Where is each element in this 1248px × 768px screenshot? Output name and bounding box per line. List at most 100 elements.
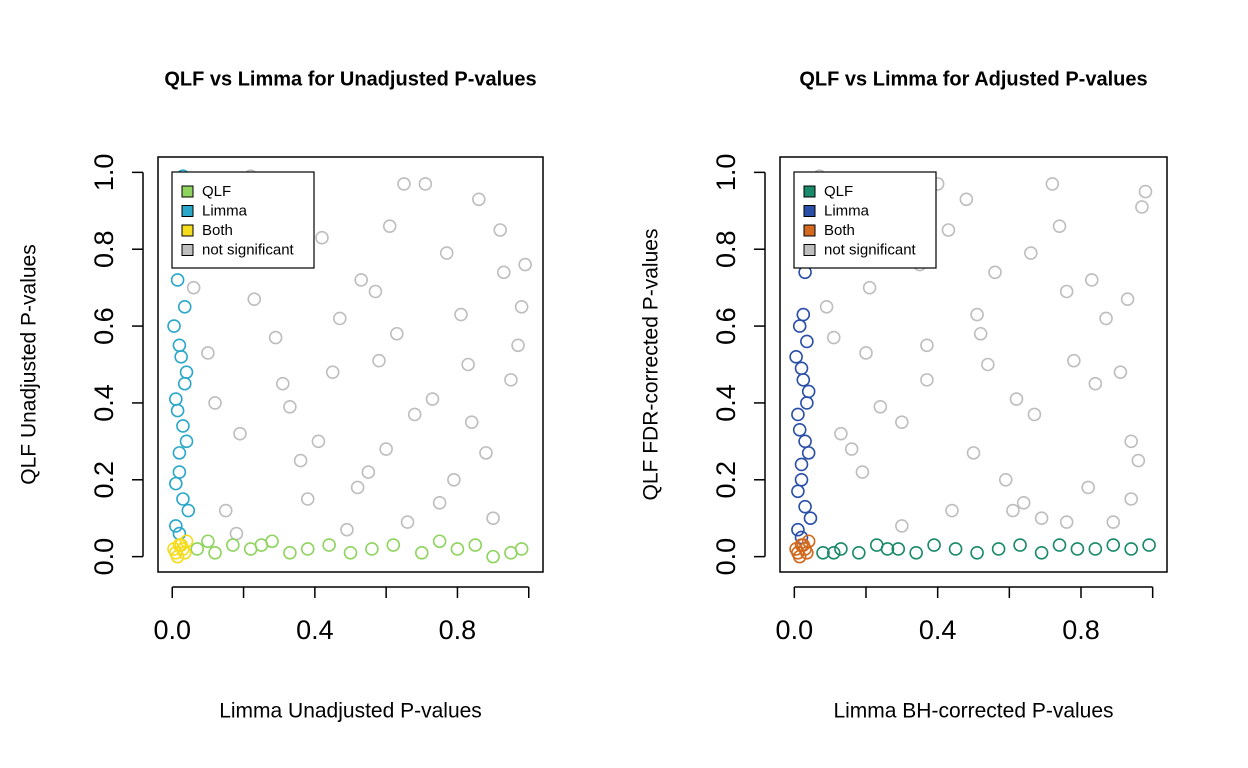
point xyxy=(386,538,401,552)
point xyxy=(862,280,877,295)
series xyxy=(789,534,816,564)
point xyxy=(311,434,326,449)
point xyxy=(834,542,848,556)
y-tick-label: 0.0 xyxy=(711,538,741,576)
point xyxy=(172,338,187,353)
point xyxy=(988,265,1002,280)
y-tick-label: 0.2 xyxy=(711,461,741,499)
y-tick-label: 0.8 xyxy=(711,230,741,268)
point xyxy=(1070,542,1085,556)
point xyxy=(789,542,803,556)
point xyxy=(796,307,811,322)
y-tick-label: 1.0 xyxy=(89,154,119,192)
point xyxy=(454,307,468,322)
point xyxy=(169,392,183,406)
point xyxy=(927,538,941,552)
y-tick-label: 0.6 xyxy=(711,307,741,345)
point xyxy=(819,300,834,314)
legend-swatch xyxy=(803,185,816,198)
y-tick-label: 1.0 xyxy=(711,154,741,192)
point xyxy=(333,311,347,326)
point xyxy=(873,399,888,414)
legend: QLF Limma Both not significant xyxy=(793,171,937,269)
x-tick-label: 0.4 xyxy=(919,615,957,645)
legend-label: Both xyxy=(202,222,233,239)
point xyxy=(229,526,244,541)
point xyxy=(379,442,393,456)
point xyxy=(325,365,340,379)
point xyxy=(798,434,812,449)
point xyxy=(350,480,365,495)
y-tick-label: 0.4 xyxy=(89,384,119,422)
series xyxy=(789,265,818,545)
point xyxy=(397,177,411,191)
point xyxy=(343,545,358,560)
point xyxy=(1124,492,1138,506)
x-tick-label: 0.0 xyxy=(776,615,814,645)
point xyxy=(801,384,816,399)
point xyxy=(293,453,308,468)
point xyxy=(425,392,440,406)
point xyxy=(834,426,848,441)
point xyxy=(275,376,290,391)
point xyxy=(181,503,196,518)
point xyxy=(176,419,190,433)
point xyxy=(1106,515,1121,529)
series xyxy=(190,534,529,564)
legend-label: not significant xyxy=(202,241,295,258)
point xyxy=(816,545,830,560)
point xyxy=(1034,545,1049,560)
point xyxy=(414,545,429,560)
legend-swatch xyxy=(181,244,194,256)
legend-swatch xyxy=(803,224,816,237)
point xyxy=(981,357,995,372)
point xyxy=(796,373,811,387)
point xyxy=(479,446,493,460)
point xyxy=(283,545,297,560)
point xyxy=(300,542,315,556)
point xyxy=(439,246,454,260)
point xyxy=(514,542,529,556)
series xyxy=(186,169,532,541)
plot-frame xyxy=(779,156,1168,573)
point xyxy=(791,484,805,499)
point xyxy=(792,319,807,333)
point xyxy=(794,457,809,472)
point xyxy=(186,280,201,295)
point xyxy=(174,538,188,552)
point xyxy=(300,492,315,506)
point xyxy=(407,407,422,422)
point xyxy=(450,542,465,556)
chart-title: QLF vs Limma for Adjusted P-values xyxy=(799,68,1147,90)
point xyxy=(844,442,859,456)
point xyxy=(855,465,870,479)
point xyxy=(794,472,809,487)
point xyxy=(966,446,981,460)
point xyxy=(826,330,841,345)
legend-label: QLF xyxy=(202,183,231,200)
point xyxy=(226,538,240,552)
legend-swatch xyxy=(181,205,194,217)
x-tick-label: 0.4 xyxy=(296,615,334,645)
point xyxy=(801,446,816,460)
point xyxy=(177,376,192,391)
point xyxy=(1016,496,1031,510)
point xyxy=(1131,453,1146,468)
point xyxy=(998,472,1013,487)
chart-title: QLF vs Limma for Unadjusted P-values xyxy=(164,68,536,90)
point xyxy=(354,273,368,287)
point xyxy=(418,177,433,191)
point xyxy=(170,403,185,418)
point xyxy=(496,265,511,280)
point xyxy=(254,538,269,552)
point xyxy=(340,522,354,537)
y-tick-label: 0.2 xyxy=(89,461,119,499)
point xyxy=(970,545,984,560)
point xyxy=(1052,538,1067,552)
point xyxy=(283,399,297,414)
point xyxy=(179,365,194,379)
point xyxy=(1106,538,1121,552)
point xyxy=(920,373,934,387)
point xyxy=(1034,511,1049,526)
legend-label: Both xyxy=(824,222,855,239)
